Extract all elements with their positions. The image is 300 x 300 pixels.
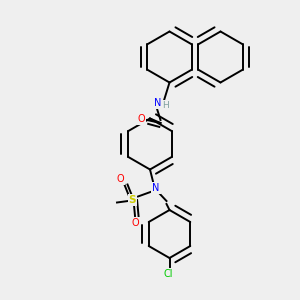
Text: O: O [132,218,140,228]
Text: N: N [154,98,162,109]
Text: O: O [116,174,124,184]
Text: N: N [152,183,160,194]
Text: H: H [163,101,169,110]
Text: Cl: Cl [164,268,173,279]
Text: O: O [138,114,146,124]
Text: S: S [129,195,136,206]
